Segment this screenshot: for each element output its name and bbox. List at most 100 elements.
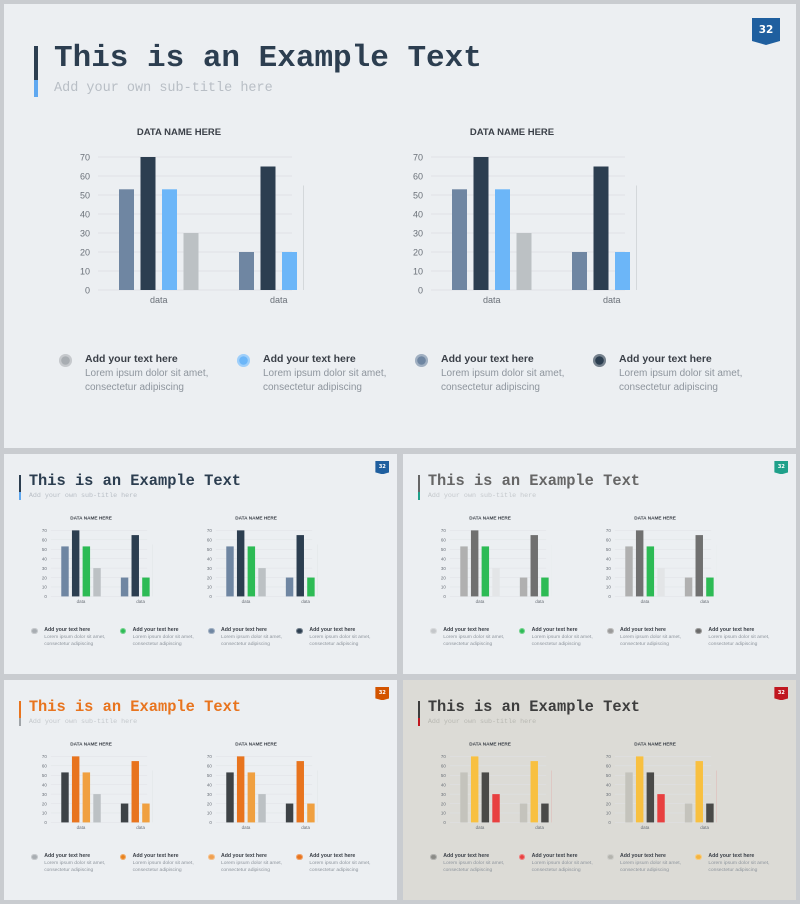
bar (239, 252, 254, 290)
y-tick-label: 30 (441, 565, 446, 570)
y-tick-label: 60 (441, 537, 446, 542)
subtitle-accent-bar (18, 491, 21, 501)
chart-2: DATA NAME HERE 0 10 20 30 40 50 60 70 data data (593, 513, 718, 607)
bar (636, 529, 644, 596)
y-tick-label: 10 (441, 810, 446, 815)
bar (260, 166, 276, 290)
y-tick-label: 50 (441, 773, 446, 778)
y-tick-label: 0 (609, 820, 612, 825)
bar (636, 755, 644, 822)
x-category-label: data (76, 598, 85, 603)
page-number-badge: 32 (375, 460, 390, 475)
legend-item: Add your text here Lorem ipsum dolor sit … (607, 627, 691, 652)
bar (646, 771, 655, 822)
legend-dot-icon (430, 853, 437, 861)
slide-subtitle: Add your own sub-title here (28, 491, 138, 500)
y-tick-label: 60 (42, 537, 47, 542)
y-tick-label: 20 (207, 801, 212, 806)
y-tick-label: 0 (85, 286, 90, 296)
bar (646, 545, 655, 596)
bar (71, 529, 80, 596)
y-tick-label: 10 (207, 584, 212, 589)
bar (657, 567, 665, 596)
legend-description: consectetur adipiscing (44, 641, 94, 647)
y-tick-label: 30 (207, 565, 212, 570)
legend-item: Add your text here Lorem ipsum dolor sit … (430, 853, 514, 878)
y-tick-label: 60 (80, 172, 90, 182)
y-tick-label: 70 (413, 153, 423, 163)
bar (140, 157, 156, 290)
y-tick-label: 0 (210, 820, 213, 825)
legend-item: Add your text here Lorem ipsum dolor sit … (208, 627, 292, 652)
legend-description: consectetur adipiscing (44, 867, 94, 873)
slide-subtitle: Add your own sub-title here (54, 81, 273, 96)
bar (615, 252, 630, 290)
x-category-label: data (641, 824, 650, 829)
legend-dot-icon (415, 354, 428, 367)
y-tick-label: 60 (42, 763, 47, 768)
bar (142, 577, 150, 596)
legend-dot-icon (31, 853, 38, 861)
legend-description: consectetur adipiscing (263, 382, 362, 393)
y-tick-label: 70 (42, 754, 47, 759)
legend-item: Add your text here Lorem ipsum dolor sit … (237, 352, 407, 402)
slide-thumbnail-blue-green[interactable]: This is an Example Text Add your own sub-… (4, 454, 397, 674)
legend-dot-icon (296, 853, 303, 861)
bar (303, 185, 304, 290)
bar (541, 577, 549, 596)
subtitle-accent-bar (417, 491, 420, 501)
bar (636, 185, 637, 290)
legend-description: consectetur adipiscing (708, 641, 758, 647)
x-category-label: data (136, 598, 145, 603)
legend-description: Lorem ipsum dolor sit amet, (619, 634, 682, 640)
bar (492, 793, 500, 822)
chart-2: DATA NAME HERE 0 10 20 30 40 50 60 70 data data (194, 739, 319, 833)
y-tick-label: 10 (606, 584, 611, 589)
slide-title: This is an Example Text (28, 697, 242, 716)
slide-thumbnail-orange[interactable]: This is an Example Text Add your own sub-… (4, 680, 397, 900)
x-category-label: data (301, 598, 310, 603)
slide-main[interactable]: This is an Example Text Add your own sub-… (4, 4, 796, 448)
slide-thumbnail-gray-green[interactable]: This is an Example Text Add your own sub-… (403, 454, 796, 674)
legend-dot-icon (695, 627, 702, 635)
legend-item: Add your text here Lorem ipsum dolor sit … (415, 352, 585, 402)
y-tick-label: 50 (42, 773, 47, 778)
chart-title: DATA NAME HERE (137, 127, 221, 138)
subtitle-accent-bar (34, 80, 38, 97)
y-tick-label: 60 (207, 537, 212, 542)
y-tick-label: 60 (606, 763, 611, 768)
y-tick-label: 40 (441, 556, 446, 561)
legend-description: consectetur adipiscing (619, 641, 669, 647)
y-tick-label: 10 (413, 267, 423, 277)
legend-title: Add your text here (531, 627, 578, 634)
chart-title: DATA NAME HERE (235, 741, 277, 746)
legend-dot-icon (695, 853, 702, 861)
y-tick-label: 70 (80, 153, 90, 163)
legend-item: Add your text here Lorem ipsum dolor sit … (208, 853, 292, 878)
x-category-label: data (270, 295, 288, 305)
chart-1: DATA NAME HERE 0 10 20 30 40 50 60 70 data data (54, 122, 304, 312)
bar (296, 534, 305, 596)
bar (131, 534, 139, 596)
bar (685, 577, 693, 596)
bar (258, 567, 266, 596)
y-tick-label: 40 (207, 556, 212, 561)
subtitle-accent-bar (18, 717, 21, 727)
legend-item: Add your text here Lorem ipsum dolor sit … (518, 627, 603, 652)
legend-title: Add your text here (443, 627, 490, 634)
legend-description: consectetur adipiscing (619, 382, 718, 393)
chart-title: DATA NAME HERE (70, 741, 112, 746)
x-category-label: data (150, 295, 168, 305)
slide-thumbnail-warm[interactable]: This is an Example Text Add your own sub-… (403, 680, 796, 900)
legend-description: Lorem ipsum dolor sit amet, (220, 860, 283, 866)
legend-description: consectetur adipiscing (309, 641, 359, 647)
y-tick-label: 20 (207, 575, 212, 580)
x-category-label: data (301, 824, 310, 829)
x-category-label: data (76, 824, 85, 829)
bar (286, 577, 294, 596)
y-tick-label: 40 (606, 556, 611, 561)
bar-chart: DATA NAME HERE 0 10 20 30 40 50 60 70 data data (80, 127, 304, 305)
bar (247, 771, 256, 822)
y-tick-label: 20 (42, 801, 47, 806)
bar-chart: DATA NAME HERE 0 10 20 30 40 50 60 70 data data (606, 741, 718, 829)
